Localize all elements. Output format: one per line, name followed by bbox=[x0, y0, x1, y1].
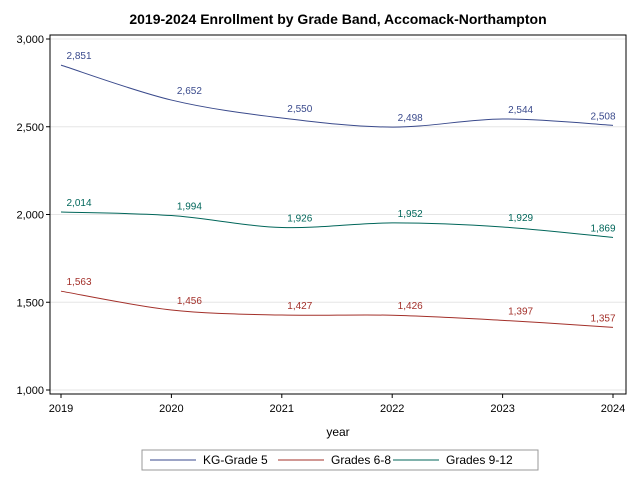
chart-title: 2019-2024 Enrollment by Grade Band, Acco… bbox=[129, 11, 546, 27]
series-line bbox=[60, 290, 614, 328]
legend-label: Grades 6-8 bbox=[331, 453, 391, 467]
x-axis: 2019 2020 2021 2022 2023 2024 bbox=[49, 394, 625, 415]
data-label: 2,652 bbox=[177, 86, 202, 97]
x-tick-label: 2021 bbox=[270, 403, 294, 415]
x-axis-label: year bbox=[326, 425, 349, 439]
data-label: 2,550 bbox=[287, 104, 312, 115]
data-label: 1,357 bbox=[590, 313, 615, 324]
legend-label: Grades 9-12 bbox=[446, 453, 513, 467]
data-label: 2,851 bbox=[66, 51, 91, 62]
y-tick-label: 2,000 bbox=[16, 210, 44, 222]
legend: KG-Grade 5 Grades 6-8 Grades 9-12 bbox=[141, 449, 539, 471]
x-tick-label: 2022 bbox=[380, 403, 404, 415]
y-tick-label: 3,000 bbox=[16, 34, 44, 46]
data-label: 1,869 bbox=[590, 223, 615, 234]
data-label: 2,508 bbox=[590, 111, 615, 122]
data-label: 1,427 bbox=[287, 301, 312, 312]
gridlines bbox=[50, 38, 626, 391]
series-grades-9-12: 2,014 1,994 1,926 1,952 1,929 1,869 bbox=[60, 198, 616, 238]
data-label: 2,014 bbox=[66, 198, 91, 209]
series-grades-6-8: 1,563 1,456 1,427 1,426 1,397 1,357 bbox=[60, 277, 616, 328]
series-layer: 2,851 2,652 2,550 2,498 2,544 2,508 1,563 1,456… bbox=[60, 51, 616, 328]
legend-frame bbox=[141, 449, 539, 471]
x-tick-label: 2023 bbox=[490, 403, 514, 415]
data-label: 1,456 bbox=[177, 296, 202, 307]
data-label: 1,994 bbox=[177, 202, 202, 213]
data-label: 1,426 bbox=[398, 301, 423, 312]
x-tick-label: 2019 bbox=[49, 403, 73, 415]
series-line bbox=[60, 211, 614, 238]
data-label: 1,952 bbox=[398, 209, 423, 220]
series-line bbox=[60, 64, 614, 128]
data-label: 1,929 bbox=[508, 213, 533, 224]
data-label: 1,397 bbox=[508, 306, 533, 317]
y-axis: 1,000 1,500 2,000 2,500 3,000 bbox=[16, 34, 50, 397]
series-kg-grade-5: 2,851 2,652 2,550 2,498 2,544 2,508 bbox=[60, 51, 616, 128]
data-label: 1,926 bbox=[287, 213, 312, 224]
data-label: 1,563 bbox=[66, 277, 91, 288]
legend-label: KG-Grade 5 bbox=[203, 453, 268, 467]
y-tick-label: 1,500 bbox=[16, 297, 44, 309]
x-tick-label: 2020 bbox=[159, 403, 183, 415]
x-tick-label: 2024 bbox=[601, 403, 625, 415]
y-tick-label: 2,500 bbox=[16, 122, 44, 134]
data-label: 2,544 bbox=[508, 105, 533, 116]
y-tick-label: 1,000 bbox=[16, 385, 44, 397]
data-label: 2,498 bbox=[398, 113, 423, 124]
